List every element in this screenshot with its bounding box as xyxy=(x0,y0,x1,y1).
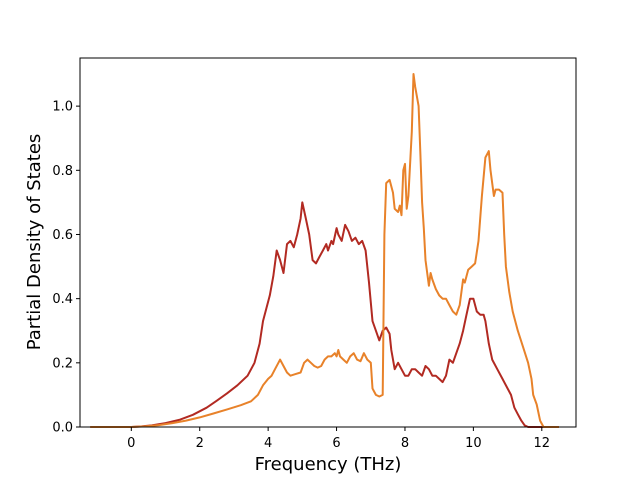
y-tick-label: 1.0 xyxy=(52,100,73,115)
y-tick-label: 0.6 xyxy=(52,228,73,243)
x-tick-label: 2 xyxy=(196,436,204,451)
x-tick-label: 0 xyxy=(127,436,135,451)
x-tick-label: 12 xyxy=(534,436,551,451)
y-axis-label: Partial Density of States xyxy=(24,134,45,351)
series-layer xyxy=(90,73,559,428)
x-tick-label: 4 xyxy=(264,436,272,451)
x-axis-label: Frequency (THz) xyxy=(255,454,402,475)
series-line-1 xyxy=(90,73,559,428)
plot-background xyxy=(80,58,576,427)
y-axis-ticks: 0.0 0.2 0.4 0.6 0.8 1.0 xyxy=(52,100,80,436)
y-tick-label: 0.2 xyxy=(52,356,73,371)
x-tick-label: 10 xyxy=(465,436,482,451)
y-tick-label: 0.8 xyxy=(52,164,73,179)
series-line-0 xyxy=(90,201,559,428)
plot-frame xyxy=(79,57,577,428)
x-tick-label: 8 xyxy=(401,436,409,451)
y-tick-label: 0.4 xyxy=(52,292,73,307)
y-tick-label: 0.0 xyxy=(52,421,73,436)
x-axis-ticks: 0 2 4 6 8 10 12 xyxy=(127,427,550,451)
x-tick-label: 6 xyxy=(332,436,340,451)
